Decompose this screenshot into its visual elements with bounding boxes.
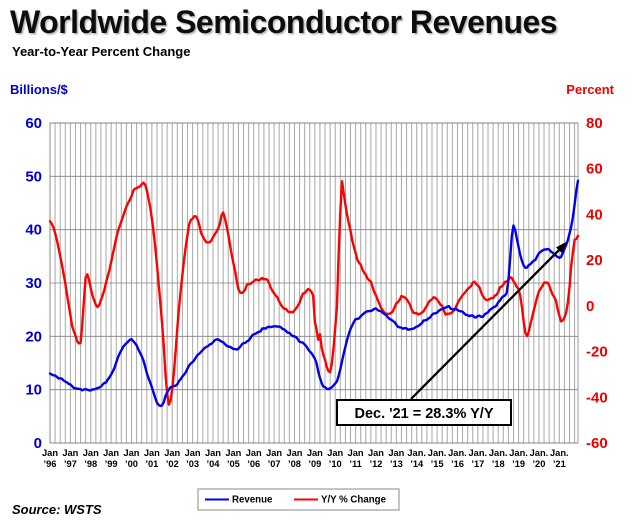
svg-text:30: 30 (25, 275, 42, 292)
svg-text:-60: -60 (586, 435, 608, 452)
svg-text:’99: ’99 (105, 459, 118, 469)
svg-text:’18: ’18 (492, 459, 505, 469)
svg-text:Jan: Jan (246, 448, 262, 458)
svg-text:’10: ’10 (329, 459, 342, 469)
svg-text:’16: ’16 (451, 459, 464, 469)
svg-text:20: 20 (25, 328, 42, 345)
svg-text:Jan: Jan (388, 448, 404, 458)
svg-text:20: 20 (586, 252, 603, 269)
svg-text:Revenue: Revenue (232, 495, 273, 506)
svg-text:’14: ’14 (410, 459, 424, 469)
svg-text:’20: ’20 (532, 459, 545, 469)
svg-text:’13: ’13 (390, 459, 403, 469)
svg-text:-20: -20 (586, 344, 608, 361)
svg-text:’97: ’97 (64, 459, 77, 469)
svg-text:Jan: Jan (205, 448, 221, 458)
svg-text:Jan: Jan (83, 448, 99, 458)
svg-text:’21: ’21 (553, 459, 566, 469)
svg-text:0: 0 (586, 298, 594, 315)
svg-text:’08: ’08 (288, 459, 301, 469)
svg-text:Jan: Jan (368, 448, 384, 458)
svg-text:’19: ’19 (512, 459, 525, 469)
svg-text:Y/Y % Change: Y/Y % Change (321, 495, 387, 506)
svg-text:Jan: Jan (62, 448, 78, 458)
svg-text:Jan: Jan (144, 448, 160, 458)
svg-text:Jan: Jan (266, 448, 282, 458)
svg-text:Jan.: Jan. (469, 448, 488, 458)
svg-text:50: 50 (25, 168, 42, 185)
svg-text:’06: ’06 (247, 459, 260, 469)
svg-text:Jan.: Jan. (509, 448, 528, 458)
svg-text:Jan.: Jan. (530, 448, 549, 458)
svg-text:Jan.: Jan. (428, 448, 447, 458)
svg-text:Jan: Jan (348, 448, 364, 458)
svg-text:’11: ’11 (349, 459, 361, 469)
svg-text:Jan: Jan (307, 448, 323, 458)
svg-text:’12: ’12 (370, 459, 383, 469)
svg-text:60: 60 (586, 161, 603, 178)
svg-text:Jan.: Jan. (489, 448, 508, 458)
svg-text:’01: ’01 (145, 459, 158, 469)
svg-text:’04: ’04 (207, 459, 221, 469)
svg-text:Jan.: Jan. (448, 448, 467, 458)
svg-text:’98: ’98 (84, 459, 97, 469)
svg-text:Jan: Jan (327, 448, 343, 458)
svg-text:-40: -40 (586, 389, 608, 406)
svg-text:’09: ’09 (308, 459, 321, 469)
svg-text:’07: ’07 (268, 459, 281, 469)
svg-text:Jan: Jan (225, 448, 241, 458)
svg-text:Jan: Jan (164, 448, 180, 458)
svg-text:40: 40 (25, 222, 42, 239)
svg-text:’05: ’05 (227, 459, 240, 469)
svg-text:’96: ’96 (44, 459, 57, 469)
svg-text:’03: ’03 (186, 459, 199, 469)
svg-text:Jan: Jan (42, 448, 58, 458)
svg-text:10: 10 (25, 382, 42, 399)
svg-text:0: 0 (34, 435, 42, 452)
svg-text:80: 80 (586, 115, 603, 132)
svg-text:’15: ’15 (431, 459, 444, 469)
svg-text:40: 40 (586, 206, 603, 223)
svg-text:Jan.: Jan. (550, 448, 569, 458)
svg-text:Jan: Jan (185, 448, 201, 458)
svg-text:60: 60 (25, 115, 42, 132)
svg-text:Dec. '21 = 28.3% Y/Y: Dec. '21 = 28.3% Y/Y (354, 406, 493, 422)
svg-text:Jan: Jan (286, 448, 302, 458)
svg-text:Jan: Jan (103, 448, 119, 458)
svg-text:’17: ’17 (471, 459, 484, 469)
svg-text:Jan.: Jan. (407, 448, 426, 458)
svg-text:Jan: Jan (123, 448, 139, 458)
svg-text:’00: ’00 (125, 459, 138, 469)
svg-text:’02: ’02 (166, 459, 179, 469)
